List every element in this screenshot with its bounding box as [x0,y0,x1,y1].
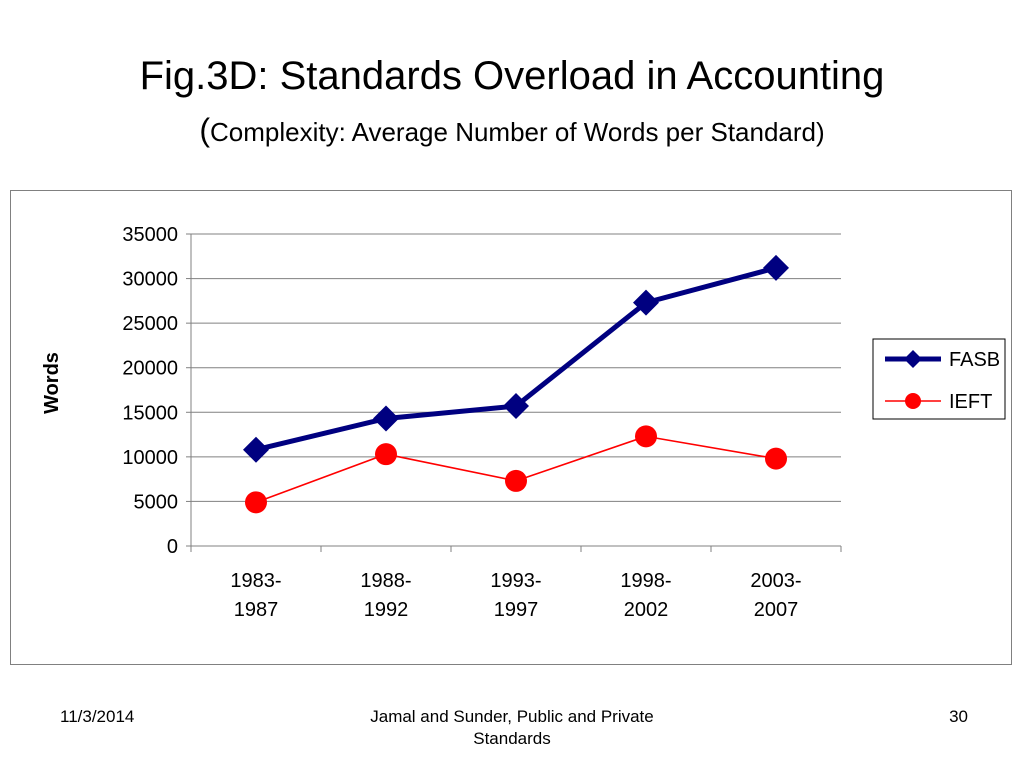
subtitle-open-paren: ( [199,112,210,148]
series-line-ieft [255,435,777,504]
y-tick-label: 10000 [122,447,178,469]
x-tick-label-line: 2002 [624,599,669,621]
x-tick-label-line: 1988- [360,570,411,592]
y-tick-label: 25000 [122,313,178,335]
y-tick-label: 15000 [122,402,178,424]
data-point-ieft [765,447,787,470]
data-point-ieft [375,443,397,466]
slide-subtitle: (Complexity: Average Number of Words per… [0,110,1024,152]
y-tick-label: 35000 [122,224,178,246]
y-tick-label: 20000 [122,358,178,380]
data-point-fasb [763,254,789,281]
data-point-fasb [503,393,529,420]
legend-label: FASB [949,349,1000,371]
x-tick-label: 1983- 1987 [230,570,281,621]
legend-box [872,338,1006,420]
footer-page-number: 30 [949,707,968,726]
y-tick-label: 30000 [122,269,178,291]
y-tick-label: 0 [167,536,178,558]
legend-swatch-marker [905,393,921,409]
legend-label: IEFT [949,391,992,413]
chart-frame: 0 5000 10000 15000 20000 25000 30000 35000 1983-… [10,190,1012,665]
y-tick-label: 5000 [134,491,179,513]
legend-swatch-marker [904,350,922,368]
y-axis-label: Words [41,352,63,414]
x-tick-label-line: 1997 [494,599,539,621]
data-point-fasb [373,405,399,432]
series-line-fasb [255,265,777,453]
x-tick-label-line: 1993- [490,570,541,592]
x-tick-label-line: 1987 [234,599,279,621]
subtitle-text: Complexity: Average Number of Words per … [210,117,825,147]
x-tick-label: 1988- 1992 [360,570,411,621]
slide-title: Fig.3D: Standards Overload in Accounting [139,54,885,98]
x-tick-label: 1998- 2002 [620,570,671,621]
x-tick-label-line: 2007 [754,599,799,621]
data-point-ieft [635,425,657,448]
x-tick-label-line: 1983- [230,570,281,592]
line-chart: 0 5000 10000 15000 20000 25000 30000 35000 1983-… [41,224,1006,621]
x-tick-label: 2003- 2007 [750,570,801,621]
footer-source: Jamal and Sunder, Public and Private Sta… [370,707,654,748]
footer-date: 11/3/2014 [60,707,135,726]
data-point-fasb [633,289,659,316]
x-tick-label-line: 1998- [620,570,671,592]
data-point-fasb [243,436,269,463]
x-tick-label: 1993- 1997 [490,570,541,621]
data-point-ieft [505,469,527,492]
x-tick-label-line: 2003- [750,570,801,592]
data-point-ieft [245,491,267,514]
x-tick-label-line: 1992 [364,599,409,621]
